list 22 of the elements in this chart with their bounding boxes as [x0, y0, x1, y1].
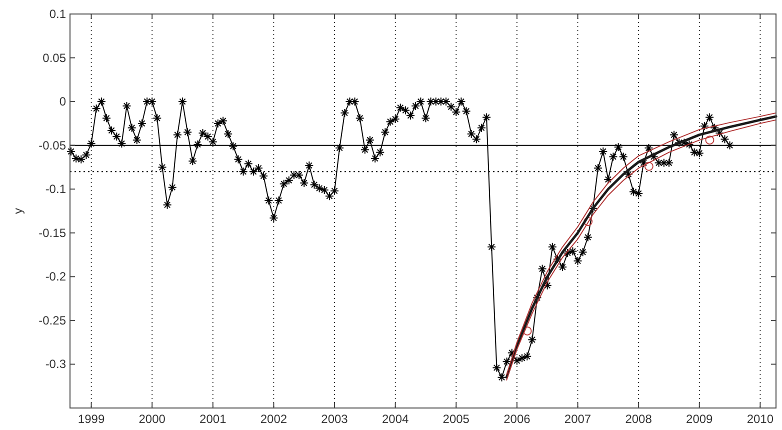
x-tick-label: 2009 — [686, 412, 714, 426]
x-tick-label: 2002 — [260, 412, 288, 426]
y-tick-label: -0.05 — [38, 138, 66, 152]
x-tick-label: 2003 — [321, 412, 348, 426]
y-tick-label: -0.2 — [45, 270, 66, 284]
y-tick-label: 0 — [59, 94, 66, 109]
x-tick-label: 1999 — [78, 412, 105, 426]
x-tick-label: 2006 — [504, 412, 531, 426]
y-tick-label: -0.25 — [38, 313, 66, 328]
y-tick-label: 0.05 — [42, 50, 66, 65]
x-tick-label: 2007 — [564, 412, 592, 426]
y-tick-label: 0.1 — [49, 7, 66, 21]
x-tick-label: 2008 — [625, 412, 652, 426]
y-tick-label: -0.15 — [38, 226, 66, 240]
x-tick-label: 2004 — [382, 412, 409, 426]
y-axis-title: y — [11, 208, 25, 214]
y-tick-label: -0.1 — [45, 182, 66, 196]
x-tick-label: 2000 — [138, 412, 166, 426]
x-tick-label: 2001 — [200, 412, 227, 426]
x-tick-label: 2005 — [442, 412, 470, 426]
x-tick-label: 2010 — [746, 412, 774, 426]
y-tick-label: -0.3 — [45, 357, 66, 372]
